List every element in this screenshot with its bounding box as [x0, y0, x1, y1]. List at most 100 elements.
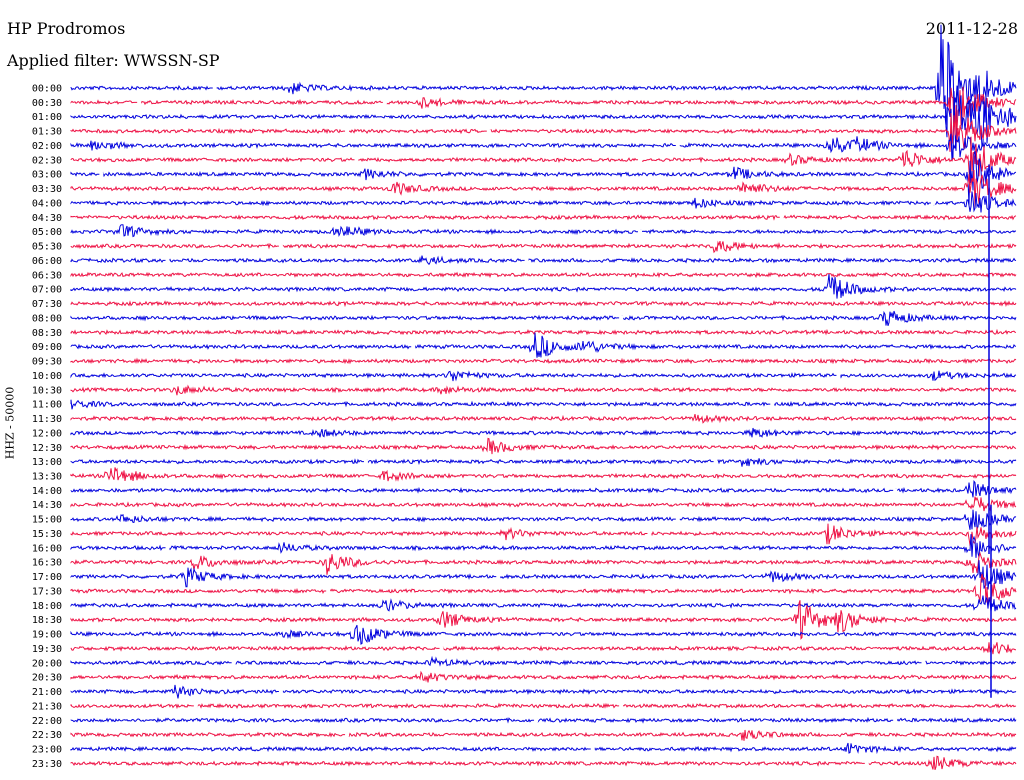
row-time-label: 15:30 — [32, 529, 62, 540]
row-time-label: 13:00 — [32, 457, 62, 468]
row-time-label: 19:00 — [32, 630, 62, 641]
trace-gap — [647, 531, 652, 536]
trace-gap — [779, 215, 784, 220]
seismic-trace — [70, 642, 1016, 655]
row-time-label: 00:30 — [32, 98, 62, 109]
seismic-trace — [70, 523, 1017, 547]
seismic-trace — [70, 624, 1017, 645]
seismic-trace — [70, 551, 1017, 575]
trace-gap — [864, 761, 869, 766]
row-time-label: 04:00 — [32, 198, 62, 209]
row-time-label: 04:30 — [32, 213, 62, 224]
seismic-trace — [70, 224, 1017, 238]
trace-gap — [382, 100, 387, 105]
trace-gap — [165, 545, 170, 550]
row-time-label: 09:00 — [32, 342, 62, 353]
row-time-label: 11:30 — [32, 414, 62, 425]
seismic-trace — [70, 655, 1017, 667]
row-time-label: 23:00 — [32, 745, 62, 756]
seismic-trace — [70, 214, 1017, 221]
trace-gap — [231, 660, 236, 665]
seismic-trace — [70, 240, 1017, 254]
row-time-label: 03:00 — [32, 170, 62, 181]
trace-gap — [411, 344, 416, 349]
trace-gap — [278, 244, 283, 249]
date-label: 2011-12-28 — [925, 19, 1018, 38]
station-title: HP Prodromos — [7, 19, 126, 38]
trace-gap — [590, 747, 595, 752]
seismic-trace — [70, 86, 1017, 131]
row-time-label: 19:30 — [32, 644, 62, 655]
trace-gap — [675, 517, 680, 522]
trace-gap — [345, 732, 350, 737]
trace-gap — [278, 689, 283, 694]
trace-gap — [713, 459, 718, 464]
trace-gap — [893, 488, 898, 493]
trace-gap — [345, 129, 350, 134]
row-time-label: 07:30 — [32, 299, 62, 310]
trace-gap — [921, 660, 926, 665]
seismic-trace — [70, 437, 1017, 455]
seismic-trace — [70, 496, 1017, 512]
row-time-label: 12:30 — [32, 443, 62, 454]
seismic-trace — [70, 742, 1017, 755]
row-time-label: 14:30 — [32, 500, 62, 511]
seismic-trace — [70, 310, 1017, 326]
seismic-trace — [70, 534, 1017, 558]
filter-label: Applied filter: WWSSN-SP — [7, 51, 220, 70]
seismic-trace — [70, 600, 1017, 640]
row-time-label: 21:30 — [32, 701, 62, 712]
seismic-trace — [70, 24, 1017, 138]
trace-gap — [496, 574, 501, 579]
row-time-label: 09:30 — [32, 357, 62, 368]
row-time-label: 01:30 — [32, 127, 62, 138]
trace-gap — [165, 258, 170, 263]
row-time-label: 22:00 — [32, 716, 62, 727]
seismic-trace — [70, 328, 1017, 336]
seismic-trace — [70, 684, 1017, 699]
row-time-label: 16:30 — [32, 558, 62, 569]
trace-gap — [675, 143, 680, 148]
seismic-trace — [70, 560, 1017, 590]
row-time-label: 20:30 — [32, 673, 62, 684]
row-time-label: 03:30 — [32, 184, 62, 195]
row-time-label: 08:30 — [32, 328, 62, 339]
seismic-trace — [70, 573, 1017, 606]
seismic-trace — [70, 509, 1017, 530]
row-time-label: 05:00 — [32, 227, 62, 238]
row-time-label: 22:30 — [32, 730, 62, 741]
seismic-trace — [70, 300, 1017, 308]
row-time-label: 06:00 — [32, 256, 62, 267]
trace-gap — [524, 258, 529, 263]
row-time-label: 18:30 — [32, 615, 62, 626]
row-time-label: 07:00 — [32, 285, 62, 296]
row-time-label: 14:00 — [32, 486, 62, 497]
row-time-label: 02:30 — [32, 155, 62, 166]
row-time-label: 23:30 — [32, 759, 62, 770]
seismic-trace — [70, 384, 1017, 396]
trace-gap — [619, 703, 624, 708]
row-time-label: 10:00 — [32, 371, 62, 382]
seismic-trace — [70, 458, 1017, 467]
seismic-trace — [70, 169, 1017, 209]
seismic-trace — [70, 716, 1017, 724]
seismic-trace — [70, 255, 1017, 266]
trace-gap — [534, 718, 539, 723]
row-time-label: 20:00 — [32, 658, 62, 669]
row-time-label: 10:30 — [32, 385, 62, 396]
row-time-label: 17:30 — [32, 586, 62, 597]
trace-gap — [354, 157, 359, 162]
row-time-label: 06:30 — [32, 270, 62, 281]
row-time-label: 01:00 — [32, 112, 62, 123]
trace-gap — [836, 373, 841, 378]
row-time-label: 00:00 — [32, 84, 62, 95]
seismic-trace — [70, 399, 1017, 410]
seismic-trace — [70, 702, 1017, 710]
row-time-label: 18:00 — [32, 601, 62, 612]
trace-gap — [326, 588, 331, 593]
row-time-label: 13:30 — [32, 471, 62, 482]
seismic-trace — [70, 370, 1017, 382]
row-time-label: 08:00 — [32, 313, 62, 324]
seismic-trace — [70, 133, 1017, 161]
trace-gap — [193, 703, 198, 708]
